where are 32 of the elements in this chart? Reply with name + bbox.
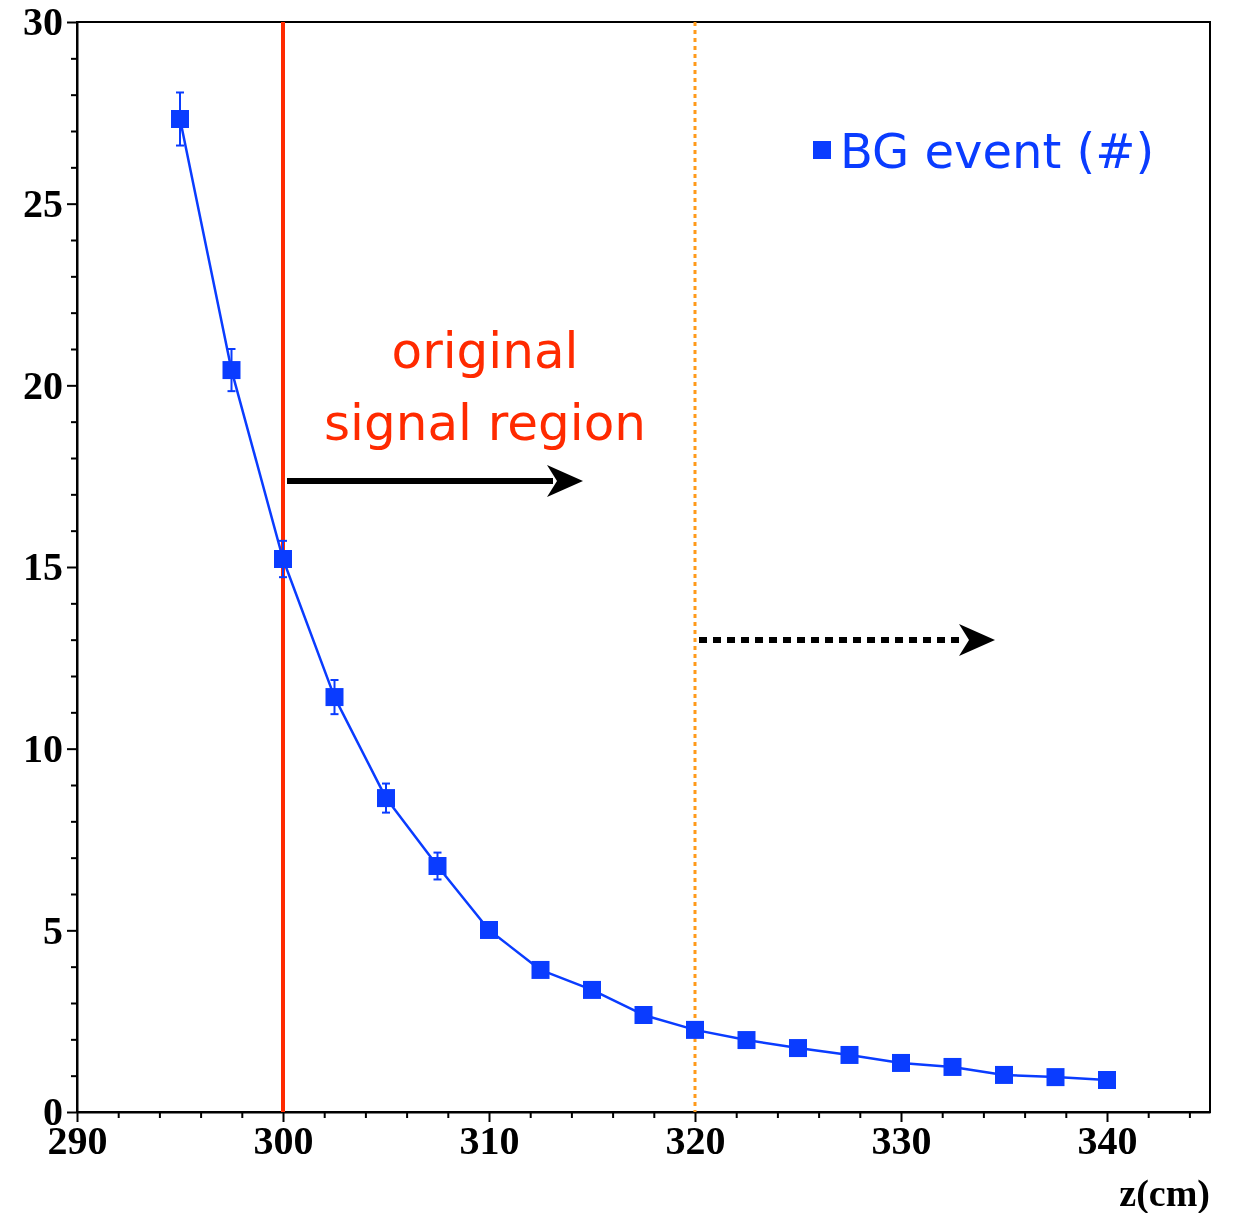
point: [686, 1020, 704, 1039]
point: [737, 1031, 756, 1050]
point: [634, 1005, 653, 1024]
x-tick-label: 340: [1077, 1118, 1138, 1164]
annotation: original signal region: [324, 322, 646, 452]
point: [943, 1057, 962, 1076]
y-tick-label: 5: [43, 907, 63, 953]
point: [789, 1039, 807, 1058]
y-tick-label: 30: [23, 0, 63, 45]
point: [480, 920, 498, 939]
point: [222, 361, 241, 380]
y-tick-label: 15: [23, 544, 63, 590]
point: [995, 1065, 1013, 1084]
point: [1046, 1068, 1065, 1087]
point: [583, 980, 601, 999]
x-tick-label: 310: [459, 1118, 520, 1164]
x-tick-label: 300: [253, 1118, 314, 1164]
point: [171, 110, 189, 129]
x-tick-label: 320: [665, 1118, 726, 1164]
legend-label: BG event (#): [840, 123, 1155, 179]
point: [840, 1045, 859, 1064]
x-tick-label: 330: [871, 1118, 932, 1164]
point: [377, 789, 395, 808]
point: [325, 688, 344, 707]
y-tick-label: 10: [23, 725, 63, 771]
point: [274, 550, 292, 569]
y-tick-label: 25: [23, 180, 63, 226]
point: [428, 857, 447, 876]
y-tick-label: 20: [23, 362, 63, 408]
point: [1098, 1071, 1116, 1090]
point: [892, 1053, 910, 1072]
point: [531, 960, 550, 979]
